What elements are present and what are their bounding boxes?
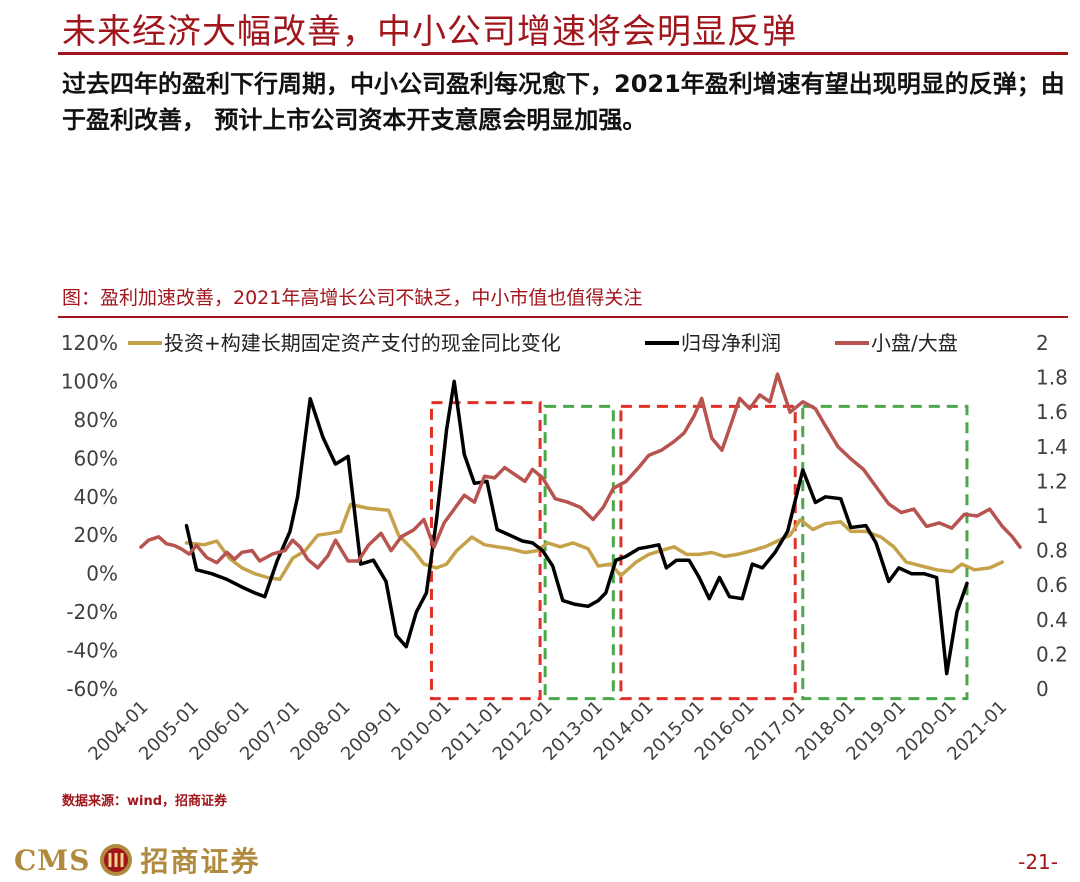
left-tick-label: 0% [86, 562, 118, 586]
right-tick-label: 0.4 [1036, 608, 1068, 632]
left-tick-label: 60% [74, 446, 118, 470]
series-line-0 [184, 502, 1005, 582]
brand-latin: CMS [14, 843, 91, 877]
right-tick-label: 0 [1036, 677, 1049, 701]
right-tick-label: 0.6 [1036, 573, 1068, 597]
right-axis-ticks: 2 1.8 1.6 1.4 1.2 1 0.8 0.6 0.4 0.2 0 [1036, 331, 1068, 701]
left-tick-label: 20% [74, 523, 118, 547]
page-subtitle: 过去四年的盈利下行周期，中小公司盈利每况愈下，2021年盈利增速有望出现明显的反… [62, 70, 1065, 134]
line-chart: 120% 100% 80% 60% 40% 20% 0% -20% -40% -60% 2 1.8 1… [61, 331, 1068, 765]
series-line-1 [184, 379, 969, 676]
brand-badge-icon [99, 844, 132, 876]
right-tick-label: 2 [1036, 331, 1049, 355]
left-tick-label: 120% [61, 331, 118, 355]
right-tick-label: 0.2 [1036, 642, 1068, 666]
figure-title: 图：盈利加速改善，2021年高增长公司不缺乏，中小市值也值得关注 [62, 287, 643, 309]
source-note: 数据来源：wind，招商证券 [62, 794, 228, 809]
page-title: 未来经济大幅改善，中小公司增速将会明显反弹 [62, 12, 797, 52]
right-tick-label: 1.2 [1036, 469, 1068, 493]
left-tick-label: -20% [66, 600, 118, 624]
highlight-box-green [543, 404, 615, 701]
left-tick-label: 80% [74, 408, 118, 432]
legend-label: 归母净利润 [681, 331, 781, 355]
brand-logo: CMS 招商证券 [14, 840, 261, 880]
right-tick-label: 1.4 [1036, 435, 1068, 459]
legend-label: 投资+构建长期固定资产支付的现金同比变化 [164, 331, 561, 355]
left-tick-label: -60% [66, 677, 118, 701]
series-lines [139, 372, 1022, 676]
chart-legend: 投资+构建长期固定资产支付的现金同比变化 归母净利润 小盘/大盘 [128, 331, 958, 355]
right-tick-label: 1 [1036, 504, 1049, 528]
right-tick-label: 0.8 [1036, 539, 1068, 563]
x-axis-ticks: 2004-012005-012006-012007-012008-012009-… [84, 697, 1011, 765]
legend-label: 小盘/大盘 [871, 331, 958, 355]
left-tick-label: 100% [61, 369, 118, 393]
right-tick-label: 1.8 [1036, 366, 1068, 390]
left-tick-label: 40% [74, 485, 118, 509]
left-tick-label: -40% [66, 639, 118, 663]
left-axis-ticks: 120% 100% 80% 60% 40% 20% 0% -20% -40% -60% [61, 331, 118, 701]
highlight-box-green [801, 404, 969, 701]
series-line-2 [139, 372, 1022, 570]
figure-rule [58, 316, 1068, 318]
page-number: -21- [1018, 850, 1058, 874]
title-rule [58, 52, 1068, 55]
right-tick-label: 1.6 [1036, 400, 1068, 424]
brand-name: 招商证券 [140, 845, 261, 878]
